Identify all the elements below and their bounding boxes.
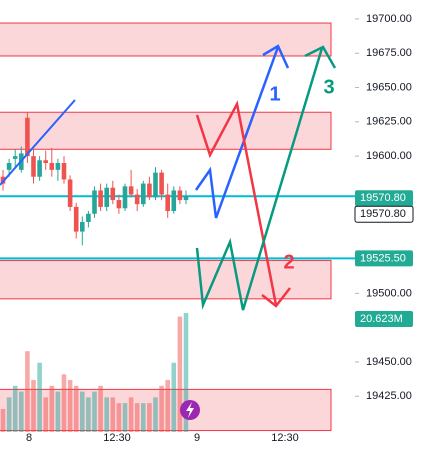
candle-body (177, 190, 183, 201)
candle-body (104, 187, 109, 207)
y-tick-label: 19500.00 (366, 287, 412, 299)
volume-bar (98, 385, 103, 432)
volume-bar (165, 380, 170, 432)
volume-bar (31, 380, 36, 432)
volume-bar (128, 397, 134, 432)
candle-body (159, 172, 164, 195)
zone (0, 259, 332, 300)
arrow-green (195, 47, 324, 311)
price-marker (355, 190, 413, 207)
candle-body (31, 156, 36, 177)
volume-bar (86, 397, 91, 432)
candle-body (165, 194, 170, 212)
volume-bar (37, 362, 42, 432)
volume-bar (6, 397, 12, 432)
candle-body (153, 172, 158, 198)
volume-bar (122, 403, 128, 432)
y-tick-label: 19675.00 (366, 47, 412, 59)
y-tick-label: 19425.00 (366, 390, 412, 402)
volume-bar (80, 391, 85, 432)
x-tick-label: 12:30 (103, 432, 131, 444)
price-marker (354, 205, 414, 223)
volume-bar (43, 397, 48, 432)
price-marker-label: 20.623M (360, 313, 403, 325)
lightning-glyph (186, 402, 194, 418)
y-tick-label: 19700.00 (366, 13, 412, 25)
candle-body (141, 183, 146, 205)
price-marker-label: 19570.80 (360, 208, 406, 220)
price-marker-label: 19570.80 (360, 192, 406, 204)
volume-bar (55, 391, 61, 432)
volume-bar (67, 380, 73, 432)
volume-bar (25, 351, 30, 432)
volume-bar (171, 362, 177, 432)
axis-bg (355, 0, 427, 451)
y-tick-label: 19600.00 (366, 150, 412, 162)
trend-line (0, 99, 76, 186)
candle-body (55, 162, 61, 170)
x-tick-label: 8 (26, 432, 32, 444)
candle-body (67, 179, 73, 207)
arrow-red (195, 100, 278, 306)
y-tick-label: 19625.00 (366, 116, 412, 128)
arrow-blue (194, 46, 280, 219)
annotation: 1 (269, 83, 280, 105)
candle-body (73, 206, 79, 232)
arrow-head (261, 287, 291, 308)
y-tick-label: 19650.00 (366, 81, 412, 93)
candle-body (25, 117, 30, 157)
candle-body (183, 195, 189, 201)
annotation: 3 (323, 76, 334, 98)
arrow-head (262, 44, 290, 69)
candle-body (80, 221, 85, 232)
price-marker (355, 250, 413, 267)
candle-body (92, 190, 97, 214)
y-tick-label: 19450.00 (366, 356, 412, 368)
volume-bar (134, 403, 140, 432)
candle-body (110, 187, 116, 201)
volume-bar (61, 374, 67, 432)
volume-bar (153, 397, 158, 432)
volume-bar (177, 316, 183, 432)
candle-body (128, 186, 134, 195)
candle-body (37, 160, 42, 177)
candle-body (49, 162, 55, 170)
volume-bar (141, 403, 146, 432)
zone (0, 111, 332, 150)
candle-body (171, 190, 177, 212)
candle-body (61, 162, 67, 180)
volume-bar (12, 385, 18, 432)
volume-bar (110, 397, 116, 432)
x-tick-label: 9 (194, 432, 200, 444)
candle-body (134, 194, 140, 205)
volume-bar (0, 408, 6, 432)
volume-bar (73, 385, 79, 432)
volume-bar (49, 385, 55, 432)
candle-body (116, 200, 122, 209)
x-tick-label: 12:30 (271, 432, 299, 444)
volume-bar (92, 391, 97, 432)
volume-bar (183, 313, 189, 432)
arrow-head (304, 45, 337, 69)
volume-bar (104, 397, 109, 432)
annotation: 2 (283, 251, 294, 273)
candle-body (12, 156, 18, 159)
price-marker-label: 19525.50 (360, 252, 406, 264)
price-marker (355, 311, 413, 327)
volume-bar (116, 403, 122, 432)
volume-bar (19, 391, 24, 432)
candle-body (86, 213, 91, 222)
candle-body (43, 160, 48, 163)
candle-body (147, 183, 152, 198)
candle-body (6, 162, 12, 170)
volume-bar (159, 385, 164, 432)
volume-bar (147, 403, 152, 432)
candle-body (98, 190, 103, 207)
candle-body (122, 186, 128, 209)
